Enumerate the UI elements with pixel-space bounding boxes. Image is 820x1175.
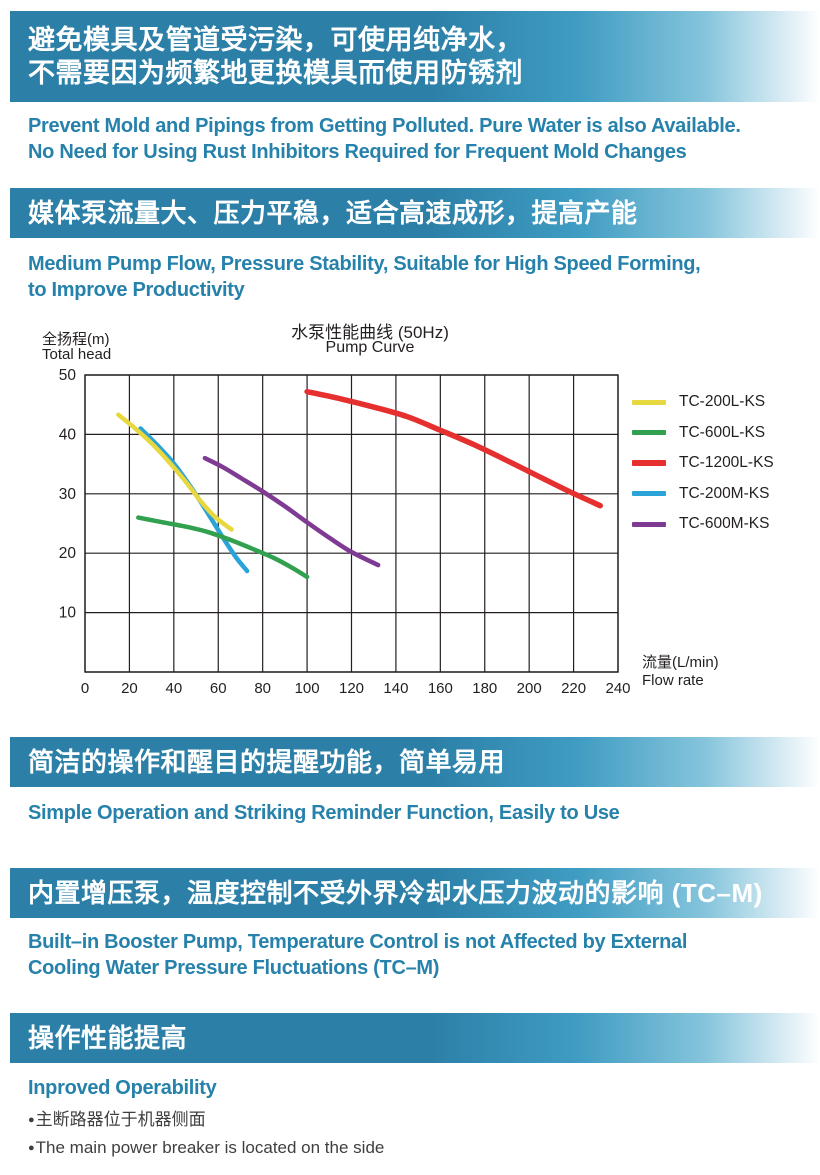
svg-text:240: 240: [605, 680, 630, 697]
legend-swatch-icon: [632, 460, 666, 466]
legend-label: TC-200L-KS: [679, 393, 766, 410]
svg-text:100: 100: [295, 680, 320, 697]
banner-section-3: 简洁的操作和醒目的提醒功能，简单易用: [10, 737, 820, 787]
svg-text:20: 20: [121, 680, 138, 697]
legend-item-TC-1200L-KS: TC-1200L-KS: [632, 454, 774, 472]
svg-text:220: 220: [561, 680, 586, 697]
banner-section-1: 避免模具及管道受污染，可使用纯净水， 不需要因为频繁地更换模具而使用防锈剂: [10, 11, 820, 102]
bullet-text-zh: 主断路器位于机器侧面: [35, 1110, 206, 1129]
banner-5-line-1: 操作性能提高: [28, 1023, 188, 1053]
legend-swatch-icon: [632, 399, 666, 405]
bullet-item-zh: ●主断路器位于机器侧面: [28, 1106, 384, 1134]
bullet-icon: ●: [28, 1114, 35, 1126]
feature-bullet-list: ●主断路器位于机器侧面 ●The main power breaker is l…: [28, 1106, 384, 1162]
legend-label: TC-200M-KS: [679, 484, 770, 502]
banner-1-line-1: 避免模具及管道受污染，可使用纯净水，: [28, 24, 523, 55]
banner-section-2: 媒体泵流量大、压力平稳，适合高速成形，提高产能: [10, 188, 820, 238]
heading-section-5: Inproved Operability: [28, 1076, 814, 1102]
x-axis-label-zh: 流量(L/min): [642, 654, 719, 671]
heading-1-line-1: Prevent Mold and Pipings from Getting Po…: [28, 115, 741, 137]
svg-text:140: 140: [383, 680, 408, 697]
bullet-icon: ●: [28, 1142, 35, 1154]
legend-swatch-icon: [632, 491, 666, 496]
banner-section-5: 操作性能提高: [10, 1013, 820, 1063]
legend-item-TC-200L-KS: TC-200L-KS: [632, 393, 774, 411]
x-axis-label-en: Flow rate: [642, 672, 704, 689]
curve-TC-600L-KS: [136, 515, 310, 580]
legend-swatch-icon: [632, 430, 666, 435]
svg-text:120: 120: [339, 680, 364, 697]
curve-TC-200L-KS: [116, 412, 234, 532]
curve-TC-1200L-KS: [304, 388, 603, 509]
chart-title-en: Pump Curve: [325, 339, 415, 356]
legend-swatch-icon: [632, 521, 666, 527]
heading-section-1: Prevent Mold and Pipings from Getting Po…: [28, 114, 814, 165]
heading-2-line-1: Medium Pump Flow, Pressure Stability, Su…: [28, 253, 701, 275]
legend-label: TC-1200L-KS: [679, 454, 774, 471]
chart-legend: TC-200L-KS TC-600L-KS TC-1200L-KS TC-200M-K…: [632, 393, 774, 546]
bullet-text-en: The main power breaker is located on the…: [35, 1138, 385, 1157]
svg-text:50: 50: [59, 367, 77, 384]
svg-text:20: 20: [59, 545, 77, 562]
svg-text:60: 60: [210, 680, 227, 697]
heading-4-line-1: Built–in Booster Pump, Temperature Contr…: [28, 931, 688, 953]
svg-text:40: 40: [59, 426, 77, 443]
svg-text:0: 0: [81, 680, 89, 697]
heading-section-3: Simple Operation and Striking Reminder F…: [28, 801, 814, 827]
svg-text:160: 160: [428, 680, 453, 697]
svg-text:30: 30: [59, 486, 77, 503]
y-axis-label-zh: 全扬程(m): [42, 331, 110, 348]
heading-section-2: Medium Pump Flow, Pressure Stability, Su…: [28, 252, 814, 303]
svg-text:10: 10: [59, 605, 77, 622]
svg-text:40: 40: [165, 680, 182, 697]
heading-section-4: Built–in Booster Pump, Temperature Contr…: [28, 930, 814, 981]
svg-text:80: 80: [254, 680, 271, 697]
legend-item-TC-600L-KS: TC-600L-KS: [632, 424, 774, 442]
legend-label: TC-600L-KS: [679, 423, 766, 441]
curve-TC-600M-KS: [202, 455, 381, 568]
curve-TC-200M-KS: [138, 426, 250, 574]
legend-label: TC-600M-KS: [679, 515, 770, 532]
pump-curve-plot: 0 20 40 60 80 100 120 140 160 180 200 220 240 10 20 30 4…: [59, 367, 631, 697]
heading-2-line-2: to Improve Productivity: [28, 278, 245, 301]
bullet-item-en: ●The main power breaker is located on th…: [28, 1134, 384, 1162]
heading-1-line-2: No Need for Using Rust Inhibitors Requir…: [28, 140, 687, 163]
banner-1-line-2: 不需要因为频繁地更换模具而使用防锈剂: [28, 57, 523, 88]
legend-item-TC-600M-KS: TC-600M-KS: [632, 515, 774, 533]
banner-section-4: 内置增压泵，温度控制不受外界冷却水压力波动的影响 (TC–M): [10, 868, 820, 918]
banner-2-line-1: 媒体泵流量大、压力平稳，适合高速成形，提高产能: [28, 198, 638, 228]
svg-text:200: 200: [517, 680, 542, 697]
y-axis-label-en: Total head: [42, 346, 112, 363]
chart-title-zh: 水泵性能曲线 (50Hz): [291, 323, 449, 342]
heading-5-line-1: Inproved Operability: [28, 1077, 217, 1099]
heading-4-line-2: Cooling Water Pressure Fluctuations (TC–…: [28, 956, 440, 979]
svg-text:180: 180: [472, 680, 497, 697]
legend-item-TC-200M-KS: TC-200M-KS: [632, 485, 774, 503]
banner-4-line-1: 内置增压泵，温度控制不受外界冷却水压力波动的影响 (TC–M): [28, 878, 763, 908]
heading-3-line-1: Simple Operation and Striking Reminder F…: [28, 802, 620, 824]
banner-3-line-1: 简洁的操作和醒目的提醒功能，简单易用: [28, 747, 506, 777]
